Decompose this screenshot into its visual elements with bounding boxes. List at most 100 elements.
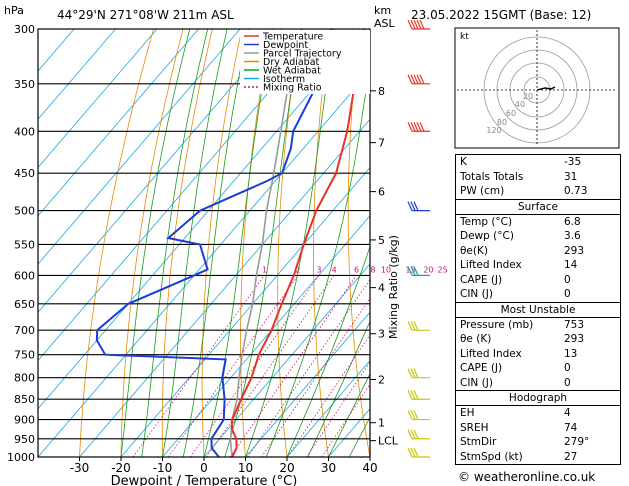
index-label: Temp (°C): [460, 215, 513, 228]
parcel-trajectory-series: [229, 29, 304, 457]
x-tick-label: 20: [279, 461, 294, 475]
index-value: 279°: [564, 436, 590, 448]
wind-barb-flag: [416, 122, 422, 132]
isotherm-line: [38, 29, 116, 120]
index-value: 14: [564, 259, 578, 271]
index-label: Dewp (°C): [460, 230, 514, 242]
hodograph-trace: [536, 86, 556, 91]
mixing-ratio-label: 20: [423, 265, 433, 274]
km-tick-label: LCL: [378, 435, 399, 448]
wind-barb-flag: [407, 19, 413, 30]
index-value: -35: [564, 156, 582, 168]
index-row: CIN (J) 0: [456, 376, 620, 391]
wind-barb-flag: [413, 447, 419, 458]
wind-barb-flag: [410, 74, 416, 85]
wind-barb-flag: [413, 122, 419, 132]
mixing-ratio-label: 1: [262, 265, 267, 274]
hodograph-ring-label: 20: [523, 92, 533, 101]
legend-entry: Parcel Trajectory: [263, 49, 342, 60]
index-value: 753: [564, 318, 585, 331]
isotherm-line: [286, 359, 370, 457]
hodograph-ring-label: 120: [486, 126, 501, 135]
pressure-tick-label: 600: [14, 269, 35, 282]
mixing-ratio-label: 8: [370, 265, 375, 274]
wind-barb-flag: [410, 410, 416, 420]
general-indices: K -35 Totals Totals 31 PW (cm) 0.73: [456, 155, 620, 199]
isotherm-line: [38, 29, 241, 265]
x-axis-label: Dewpoint / Temperature (°C): [111, 474, 298, 486]
index-row: StmSpd (kt) 27: [456, 450, 620, 465]
wind-barb-flag: [407, 410, 413, 420]
wind-barb-flag: [413, 320, 419, 331]
wind-barb-flag: [416, 19, 422, 30]
index-label: EH: [460, 407, 475, 419]
hodograph-section: Hodograph EH 4 SREH 74 StmDir 279° StmSpd (kt)…: [456, 390, 620, 464]
wind-barb-flag: [410, 122, 416, 132]
index-label: CAPE (J): [460, 273, 503, 286]
mixing-ratio-label: 2: [296, 265, 301, 274]
pressure-tick-label: 350: [14, 78, 35, 91]
hodograph-title: Hodograph: [456, 391, 620, 406]
index-value: 3.6: [564, 230, 581, 242]
legend-entry: Isotherm: [263, 74, 305, 85]
x-tick-label: -20: [111, 461, 131, 475]
wind-barb-flag: [410, 266, 416, 276]
index-label: CAPE (J): [460, 362, 503, 374]
dry-adiabat-line: [79, 29, 154, 457]
mixing-ratio-label: 3: [316, 265, 321, 274]
index-row: CIN (J) 0: [456, 287, 620, 302]
wind-barb-flag: [410, 320, 416, 331]
pressure-tick-label: 850: [14, 393, 35, 406]
pressure-tick-label: 900: [14, 414, 35, 427]
wind-barb-flag: [413, 429, 419, 440]
pressure-tick-label: 500: [14, 205, 35, 218]
km-tick-label: 7: [378, 137, 385, 150]
dry-adiabat-line: [624, 29, 629, 457]
wind-barb-flag: [410, 368, 416, 378]
wind-barb-flag: [410, 447, 416, 458]
index-label: SREH: [460, 421, 489, 434]
mixing-ratio-label: 6: [354, 265, 359, 274]
wind-barb-flag: [407, 429, 413, 440]
index-label: Pressure (mb): [460, 318, 534, 331]
index-row: Totals Totals 31: [456, 170, 620, 185]
most-unstable-section: Most Unstable Pressure (mb) 753 θe (K) 293 L…: [456, 301, 620, 391]
km-tick-label: 6: [378, 186, 385, 199]
legend-entry: Temperature: [262, 32, 323, 43]
surface-title: Surface: [456, 200, 620, 215]
pressure-tick-label: 750: [14, 349, 35, 362]
isotherm-line: [245, 311, 370, 457]
mixing-ratio-label: 10: [381, 265, 391, 274]
hodograph-ring-label: 80: [497, 118, 507, 127]
index-row: Pressure (mb) 753: [456, 318, 620, 333]
index-row: SREH 74: [456, 421, 620, 436]
index-value: 31: [564, 170, 578, 183]
wind-barb-flag: [410, 429, 416, 440]
index-value: 4: [564, 407, 571, 419]
mixing-ratio-axis-label: Mixing Ratio (g/kg): [387, 235, 400, 339]
index-label: PW (cm): [460, 185, 505, 197]
index-value: 0: [564, 273, 571, 286]
isotherm-line: [38, 29, 75, 72]
wind-barb-flag: [416, 74, 422, 85]
wind-barb-flag: [413, 74, 419, 85]
surface-section: Surface Temp (°C) 6.8 Dewp (°C) 3.6 θe(K) 293…: [456, 198, 620, 302]
wind-barb-flag: [413, 201, 419, 211]
x-tick-label: 10: [238, 461, 253, 475]
mixing-ratio-label: 15: [405, 265, 415, 274]
index-row: K -35: [456, 155, 620, 170]
mixing-ratio-line: [206, 275, 335, 457]
index-label: StmDir: [460, 436, 497, 448]
index-value: 0: [564, 362, 571, 374]
index-row: Lifted Index 14: [456, 258, 620, 273]
isotherm-line: [79, 118, 370, 457]
isotherm-line: [38, 29, 158, 169]
mixing-ratio-line: [247, 278, 370, 457]
wind-barb-flag: [407, 368, 413, 378]
dry-adiabat-line: [414, 29, 453, 457]
wind-barb-flag: [410, 19, 416, 30]
wind-barb-flag: [410, 201, 416, 211]
index-row: CAPE (J) 0: [456, 273, 620, 288]
pressure-tick-label: 650: [14, 298, 35, 311]
